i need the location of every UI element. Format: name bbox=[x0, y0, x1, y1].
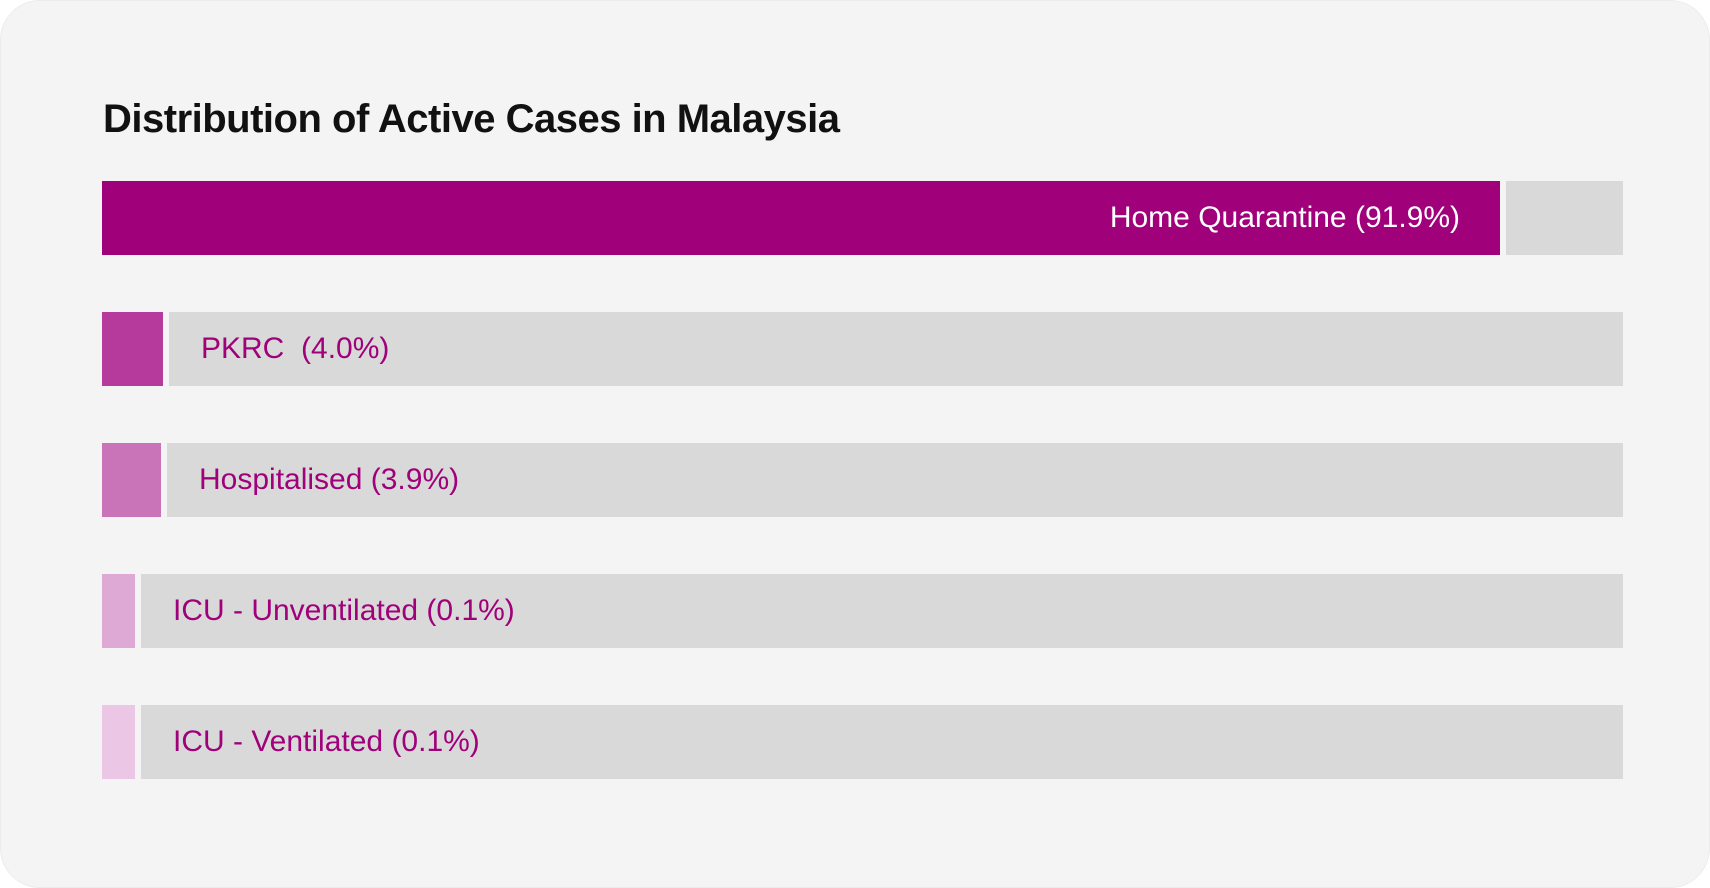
bar-track-4 bbox=[141, 705, 1623, 779]
bar-track-1 bbox=[169, 312, 1623, 386]
chart-title: Distribution of Active Cases in Malaysia bbox=[103, 97, 840, 141]
bar-label-1: PKRC (4.0%) bbox=[201, 332, 390, 365]
bar-fill-1 bbox=[102, 312, 163, 386]
bar-fill-2 bbox=[102, 443, 161, 517]
bar-track-3 bbox=[141, 574, 1623, 648]
bar-label-0: Home Quarantine (91.9%) bbox=[1109, 201, 1460, 234]
bar-label-2: Hospitalised (3.9%) bbox=[199, 463, 460, 496]
bar-fill-3 bbox=[102, 574, 135, 648]
bar-track-0 bbox=[1506, 181, 1623, 255]
bar-label-4: ICU - Ventilated (0.1%) bbox=[173, 725, 480, 758]
bar-fill-0 bbox=[102, 181, 1500, 255]
bar-label-3: ICU - Unventilated (0.1%) bbox=[173, 594, 515, 627]
bar-track-2 bbox=[167, 443, 1623, 517]
bar-fill-4 bbox=[102, 705, 135, 779]
